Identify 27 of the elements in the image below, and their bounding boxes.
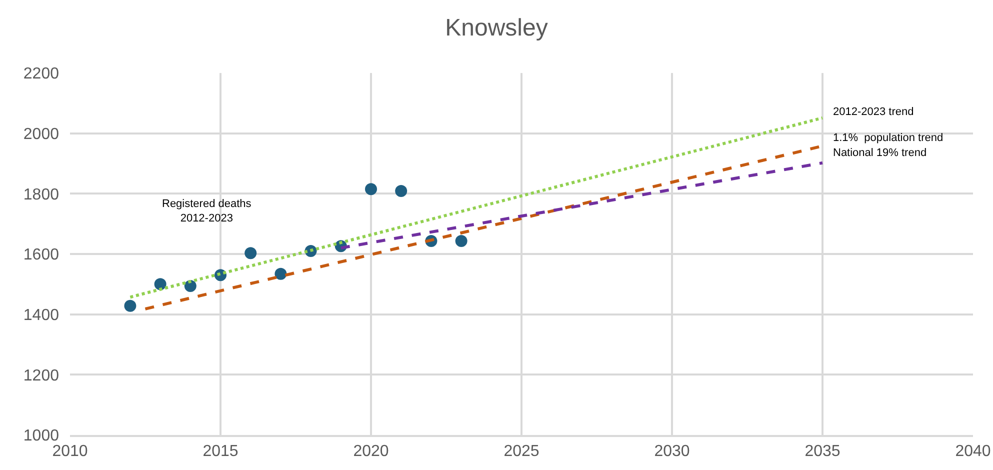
y-tick-label: 1000 (23, 428, 60, 445)
chart-title: Knowsley (445, 14, 548, 42)
point (455, 235, 468, 248)
series-label: 2012-2023 trend (833, 106, 914, 118)
x-tick-label: 2040 (955, 443, 991, 460)
x-tick-label: 2010 (52, 443, 88, 460)
y-tick-label: 1800 (23, 186, 60, 204)
y-tick-label: 1400 (23, 306, 60, 324)
point (154, 278, 166, 290)
y-tick-label: 1600 (23, 246, 60, 264)
series-label: National 19% trend (833, 147, 927, 159)
x-tick-label: 2020 (353, 443, 389, 460)
y-tick-label: 2200 (23, 66, 60, 83)
y-tick-label: 2000 (23, 126, 60, 143)
point (124, 300, 136, 312)
x-tick-label: 2025 (504, 443, 540, 460)
point (244, 247, 257, 260)
point (365, 183, 377, 196)
point (184, 280, 196, 292)
x-tick-label: 2030 (654, 443, 690, 460)
x-tick-label: 2015 (202, 443, 238, 460)
y-tick-label: 1200 (23, 367, 60, 384)
point (395, 184, 408, 197)
x-tick-label: 2035 (804, 443, 840, 460)
point (274, 268, 287, 280)
series-label: 1.1% population trend (833, 132, 944, 144)
text: Registered deaths 2012-2023 (162, 198, 252, 224)
